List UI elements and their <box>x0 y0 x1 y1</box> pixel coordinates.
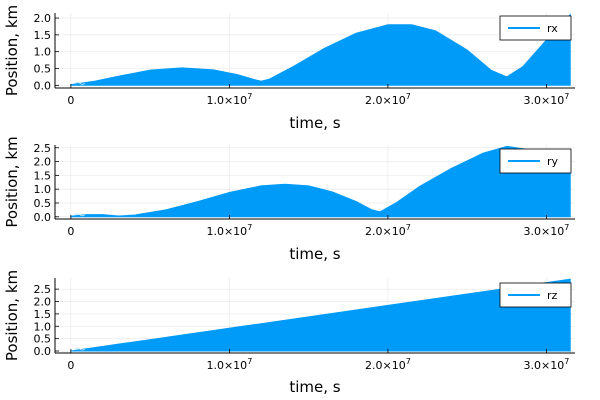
legend: rz <box>499 282 572 308</box>
x-tick-label: 3.0×107 <box>524 223 570 238</box>
y-axis-label: Position, km <box>3 136 21 227</box>
y-tick-label: 1.0 <box>34 183 52 196</box>
x-tick-label: 2.0×107 <box>365 357 411 372</box>
x-tick-label: 3.0×107 <box>524 92 570 107</box>
y-axis-label: Position, km <box>3 5 21 96</box>
x-tick-label: 0 <box>67 225 74 238</box>
y-tick-label: 1.0 <box>34 320 52 333</box>
x-tick-label: 1.0×107 <box>206 223 252 238</box>
x-axis-label: time, s <box>289 245 340 263</box>
chart-panel-rz: 0.00.51.01.52.02.5 0 1.0×107 2.0×107 3.0×107… <box>3 270 575 396</box>
y-tick-label: 1.5 <box>34 169 52 182</box>
y-tick-label: 1.0 <box>34 46 52 59</box>
x-tick-label: 3.0×107 <box>524 357 570 372</box>
x-tick-label: 1.0×107 <box>206 92 252 107</box>
series-area-rx <box>70 13 571 86</box>
legend: ry <box>499 148 572 174</box>
chart-panel-rx: 0.0 0.5 1.0 1.5 2.0 0 1.0×107 2.0×107 3.0×107 tim… <box>3 5 575 132</box>
legend-label: rz <box>547 289 558 302</box>
y-tick-label: 2.0 <box>34 296 52 309</box>
legend-label: ry <box>547 155 559 168</box>
series-baseline-oscillation <box>74 347 86 351</box>
x-tick-label: 2.0×107 <box>365 223 411 238</box>
series-baseline-oscillation <box>74 81 86 85</box>
y-axis-label: Position, km <box>3 270 21 361</box>
y-tick-label: 2.5 <box>34 142 52 155</box>
x-axis-label: time, s <box>289 114 340 132</box>
x-tick-label: 1.0×107 <box>206 357 252 372</box>
y-tick-label: 2.0 <box>34 156 52 169</box>
x-tick-label: 0 <box>67 359 74 372</box>
chart-panel-ry: 0.00.51.01.52.02.5 0 1.0×107 2.0×107 3.0×107… <box>3 136 575 263</box>
x-tick-label: 0 <box>67 94 74 107</box>
y-tick-label: 1.5 <box>34 29 52 42</box>
legend-label: rx <box>547 22 558 35</box>
series-area-rz <box>70 278 571 352</box>
series-area-ry <box>70 145 571 218</box>
y-tick-label: 2.0 <box>34 12 52 25</box>
y-tick-label: 2.5 <box>34 283 52 296</box>
y-tick-label: 0.5 <box>34 62 52 75</box>
legend: rx <box>499 15 572 41</box>
y-tick-label: 0.5 <box>34 197 52 210</box>
y-tick-label: 0.5 <box>34 333 52 346</box>
series-baseline-oscillation <box>74 213 86 217</box>
x-axis-label: time, s <box>289 378 340 396</box>
x-tick-label: 2.0×107 <box>365 92 411 107</box>
y-tick-label: 0.0 <box>34 211 52 224</box>
y-tick-label: 0.0 <box>34 79 52 92</box>
y-tick-label: 0.0 <box>34 345 52 358</box>
y-tick-label: 1.5 <box>34 308 52 321</box>
